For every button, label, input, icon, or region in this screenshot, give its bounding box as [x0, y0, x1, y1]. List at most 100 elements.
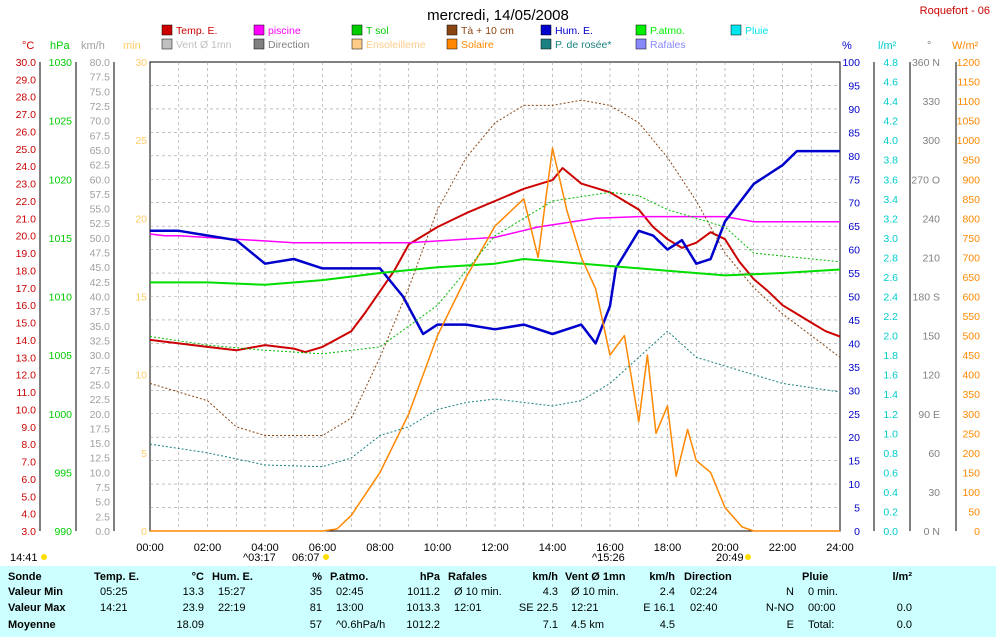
solar-axis-tick-label: 1200 [957, 57, 981, 69]
x-tick-label: 24:00 [826, 542, 854, 554]
temp-axis-tick-label: 18.0 [16, 265, 37, 277]
solar-axis-tick-label: 650 [962, 272, 980, 284]
day-length-label: 14:41 [10, 552, 38, 564]
legend-swatch [253, 24, 265, 36]
wind-axis-tick-label: 50.0 [90, 233, 111, 245]
rain-axis-tick-label: 1.0 [883, 428, 898, 440]
wind-axis-tick-label: 77.5 [90, 72, 111, 84]
rain-axis-tick-label: 4.6 [883, 77, 898, 89]
rain-axis-tick-label: 3.4 [883, 194, 898, 206]
humidity-axis-tick-label: 100 [842, 57, 860, 69]
stats-max-value: SE 22.5 [518, 602, 558, 614]
wind-axis-tick-label: 67.5 [90, 130, 111, 142]
x-tick-label: 06:00 [309, 542, 337, 554]
station-name: Roquefort - 06 [920, 5, 990, 17]
legend-label: Temp. E. [176, 25, 217, 37]
rain-axis-tick-label: 3.2 [883, 213, 898, 225]
stats-avg-value: 0.0 [896, 619, 912, 631]
wind-axis-tick-label: 37.5 [90, 306, 111, 318]
temp-axis-tick-label: 17.0 [16, 283, 37, 295]
sunshine-axis-tick-label: 15 [135, 292, 147, 304]
press-unit: hPa [50, 40, 70, 52]
sunshine-axis-tick-label: 10 [135, 370, 147, 382]
wind-axis-tick-label: 65.0 [90, 145, 111, 157]
humidity-axis-tick-label: 70 [848, 198, 860, 210]
series-line-t-10-cm [149, 99, 841, 436]
temp-axis-tick-label: 29.0 [16, 74, 37, 86]
temp-axis-tick-label: 12.0 [16, 370, 37, 382]
legend-swatch [540, 24, 552, 36]
stats-max-time: 13:00 [336, 602, 364, 614]
wind-axis-tick-label: 25.0 [90, 379, 111, 391]
pressure-axis-tick-label: 1010 [49, 292, 73, 304]
rain-axis-tick-label: 3.8 [883, 155, 898, 167]
legend-label: T sol [366, 25, 389, 37]
dir-unit: ° [927, 40, 931, 52]
sunshine-axis-tick-label: 20 [135, 213, 147, 225]
stats-max-value: 23.9 [182, 602, 204, 614]
rain-axis-tick-label: 3.6 [883, 174, 898, 186]
series-line-piscine [149, 215, 840, 244]
direction-axis-tick-label: 180 S [913, 292, 940, 304]
stats-max-time: 14:21 [100, 602, 128, 614]
rain-axis-tick-label: 1.4 [883, 389, 898, 401]
x-axis: 00:00 02:00 04:00 06:00 08:00 10:00 12:00 14:00… [136, 542, 854, 554]
temp-axis-tick-label: 22.0 [16, 196, 37, 208]
wind-axis-tick-label: 32.5 [90, 335, 111, 347]
stats-min-time: 0 min. [808, 586, 838, 598]
humidity-axis-tick-label: 50 [848, 292, 860, 304]
x-tick-label: 16:00 [596, 542, 624, 554]
solar-axis-tick-label: 800 [962, 213, 980, 225]
stats-min-time: 15:27 [218, 586, 246, 598]
rain-axis-tick-label: 2.4 [883, 292, 898, 304]
stats-avg-value: 7.1 [542, 619, 558, 631]
solar-axis-tick-label: 200 [962, 448, 980, 460]
x-tick-label: 00:00 [136, 542, 164, 554]
legend-swatch [730, 24, 742, 36]
stats-max-value: N-NO [765, 602, 794, 614]
x-tick-label: 18:00 [654, 542, 682, 554]
temp-axis-tick-label: 4.0 [21, 509, 36, 521]
stats-min-time: Ø 10 min. [571, 586, 619, 598]
wind-axis-tick-label: 42.5 [90, 277, 111, 289]
wind-axis-tick-label: 80.0 [90, 57, 111, 69]
rain-unit: l/m² [878, 40, 897, 52]
weather-chart: mercredi, 14/05/2008 Roquefort - 06 Temp… [10, 5, 990, 564]
series-line-t-sol [149, 191, 841, 355]
grid [149, 61, 841, 532]
humidity-axis-tick-label: 15 [848, 456, 860, 468]
temp-axis-tick-label: 11.0 [16, 387, 36, 399]
temp-axis-tick-label: 27.0 [16, 109, 37, 121]
legend-swatch [446, 24, 458, 36]
solar-axis-tick-label: 1100 [957, 96, 980, 108]
legend-swatch [351, 24, 363, 36]
x-tick-label: 04:00 [251, 542, 279, 554]
wind-axis-tick-label: 2.5 [95, 511, 110, 523]
wind-axis-tick-label: 22.5 [90, 394, 111, 406]
stats-col-unit: hPa [419, 571, 440, 583]
solar-axis-tick-label: 50 [968, 506, 980, 518]
series-line-p-atmo- [150, 258, 841, 286]
solar-axis-tick-label: 0 [974, 526, 980, 538]
humidity-axis-tick-label: 65 [848, 221, 860, 233]
direction-axis-tick-label: 60 [928, 448, 940, 460]
legend-swatch [351, 38, 363, 50]
pressure-axis-tick-label: 1015 [49, 233, 73, 245]
direction-axis-tick-label: 0 N [924, 526, 940, 538]
humidity-axis-tick-label: 30 [848, 385, 860, 397]
rain-axis-tick-label: 3.0 [883, 233, 898, 245]
sunshine-axis-tick-label: 30 [135, 57, 147, 69]
stats-min-time: Ø 10 min. [454, 586, 502, 598]
temp-axis-tick-label: 3.0 [21, 526, 36, 538]
temp-axis-tick-label: 24.0 [16, 161, 37, 173]
rain-axis-tick-label: 4.4 [883, 96, 898, 108]
solar-axis-tick-label: 300 [962, 409, 980, 421]
stats-col-header: Pluie [802, 571, 829, 583]
stats-avg-time: Total: [808, 619, 835, 631]
stats-avg-value: 1012.2 [406, 619, 440, 631]
rain-axis-tick-label: 4.0 [883, 135, 898, 147]
stats-max-value: 81 [309, 602, 322, 614]
stats-avg-value: E [786, 619, 794, 631]
solar-axis-tick-label: 750 [962, 233, 980, 245]
